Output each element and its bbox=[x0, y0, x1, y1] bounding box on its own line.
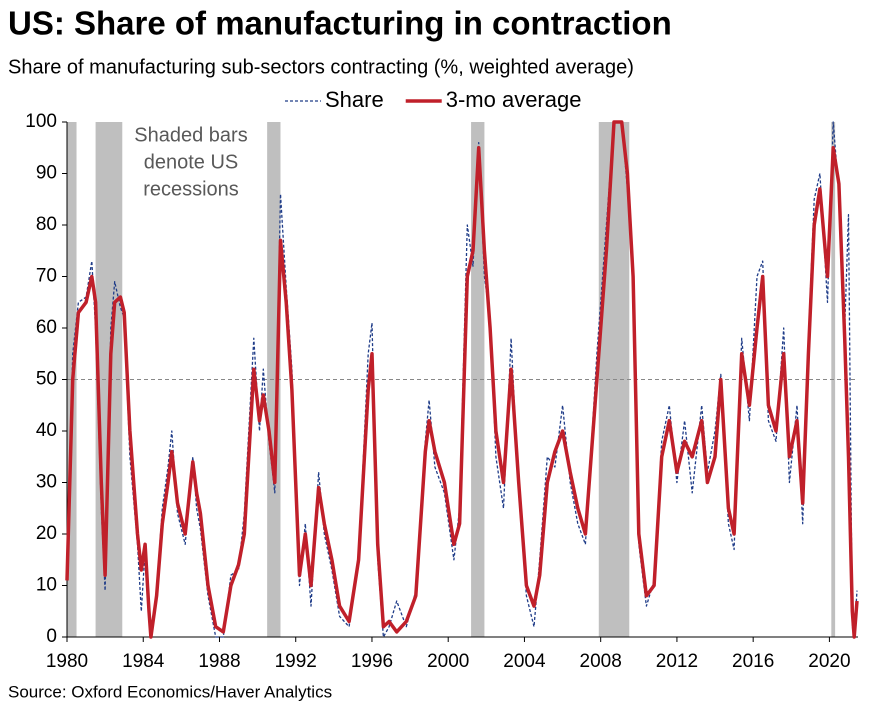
annotation: Shaded bars bbox=[134, 124, 247, 146]
source: Source: Oxford Economics/Haver Analytics bbox=[8, 682, 332, 701]
x-tick-label: 2012 bbox=[656, 651, 698, 672]
y-tick-label: 100 bbox=[25, 111, 57, 132]
legend-label: Share bbox=[325, 87, 384, 112]
legend-label: 3-mo average bbox=[446, 87, 582, 112]
y-tick-label: 60 bbox=[36, 317, 57, 338]
chart-subtitle: Share of manufacturing sub-sectors contr… bbox=[8, 56, 634, 78]
x-tick-label: 1980 bbox=[46, 651, 88, 672]
x-tick-label: 2000 bbox=[427, 651, 469, 672]
y-tick-label: 50 bbox=[36, 369, 57, 390]
x-tick-label: 1992 bbox=[275, 651, 317, 672]
x-tick-label: 1988 bbox=[198, 651, 240, 672]
y-tick-label: 0 bbox=[46, 626, 57, 647]
chart-title: US: Share of manufacturing in contractio… bbox=[8, 5, 672, 42]
x-tick-label: 2008 bbox=[580, 651, 622, 672]
x-tick-label: 2020 bbox=[808, 651, 850, 672]
y-tick-label: 30 bbox=[36, 472, 57, 493]
y-tick-label: 70 bbox=[36, 266, 57, 287]
y-tick-label: 80 bbox=[36, 214, 57, 235]
y-tick-label: 20 bbox=[36, 523, 57, 544]
x-tick-label: 1984 bbox=[122, 651, 165, 672]
series-line bbox=[65, 120, 859, 639]
x-tick-label: 1996 bbox=[351, 651, 393, 672]
x-tick-label: 2004 bbox=[503, 651, 546, 672]
y-tick-label: 90 bbox=[36, 163, 57, 184]
y-tick-label: 40 bbox=[36, 420, 57, 441]
x-tick-label: 2016 bbox=[732, 651, 774, 672]
y-tick-label: 10 bbox=[36, 575, 57, 596]
annotation: denote US bbox=[144, 151, 239, 173]
annotation: recessions bbox=[143, 178, 239, 200]
